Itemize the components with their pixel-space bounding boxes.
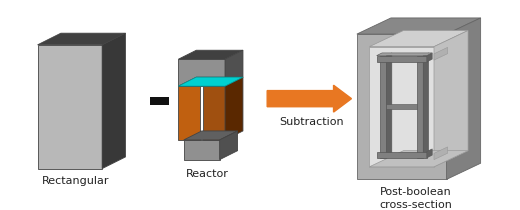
- Polygon shape: [102, 33, 125, 169]
- Polygon shape: [150, 97, 170, 105]
- Text: Post-boolean
cross-section: Post-boolean cross-section: [379, 186, 452, 210]
- Polygon shape: [376, 56, 427, 62]
- Polygon shape: [178, 77, 243, 86]
- Polygon shape: [386, 104, 417, 109]
- Polygon shape: [184, 140, 219, 160]
- Polygon shape: [434, 30, 468, 167]
- Polygon shape: [37, 45, 102, 169]
- Polygon shape: [219, 131, 238, 160]
- Polygon shape: [417, 56, 423, 158]
- Polygon shape: [357, 18, 480, 34]
- Polygon shape: [427, 149, 432, 158]
- Text: Reactor: Reactor: [186, 169, 229, 179]
- Polygon shape: [434, 147, 448, 160]
- Polygon shape: [357, 34, 447, 179]
- Polygon shape: [203, 86, 225, 140]
- Polygon shape: [434, 47, 448, 60]
- Polygon shape: [376, 152, 427, 158]
- Polygon shape: [178, 50, 243, 59]
- Polygon shape: [369, 47, 434, 167]
- Polygon shape: [369, 151, 468, 167]
- Text: Subtraction: Subtraction: [279, 117, 343, 127]
- Polygon shape: [376, 53, 432, 56]
- Polygon shape: [380, 56, 386, 158]
- Polygon shape: [178, 86, 200, 140]
- Polygon shape: [225, 50, 243, 86]
- Polygon shape: [178, 59, 225, 86]
- Polygon shape: [447, 18, 480, 179]
- Polygon shape: [369, 30, 468, 47]
- Polygon shape: [184, 131, 238, 140]
- Polygon shape: [423, 53, 428, 158]
- Polygon shape: [178, 77, 243, 86]
- Text: Rectangular: Rectangular: [42, 176, 109, 186]
- FancyArrow shape: [267, 85, 352, 112]
- Polygon shape: [225, 77, 243, 140]
- Polygon shape: [427, 53, 432, 62]
- Polygon shape: [386, 53, 392, 158]
- Polygon shape: [37, 33, 125, 45]
